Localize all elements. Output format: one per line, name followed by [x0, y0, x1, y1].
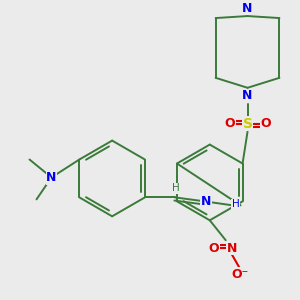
- Text: S: S: [242, 117, 253, 131]
- Text: O⁻: O⁻: [231, 268, 248, 281]
- Text: O: O: [224, 117, 235, 130]
- Text: N: N: [242, 2, 253, 15]
- Text: N: N: [200, 195, 211, 208]
- Text: N: N: [46, 171, 57, 184]
- Text: N: N: [226, 242, 237, 255]
- Text: O: O: [260, 117, 271, 130]
- Text: H: H: [172, 183, 180, 194]
- Text: H: H: [232, 200, 239, 209]
- Text: O: O: [208, 242, 219, 255]
- Text: N: N: [242, 89, 253, 102]
